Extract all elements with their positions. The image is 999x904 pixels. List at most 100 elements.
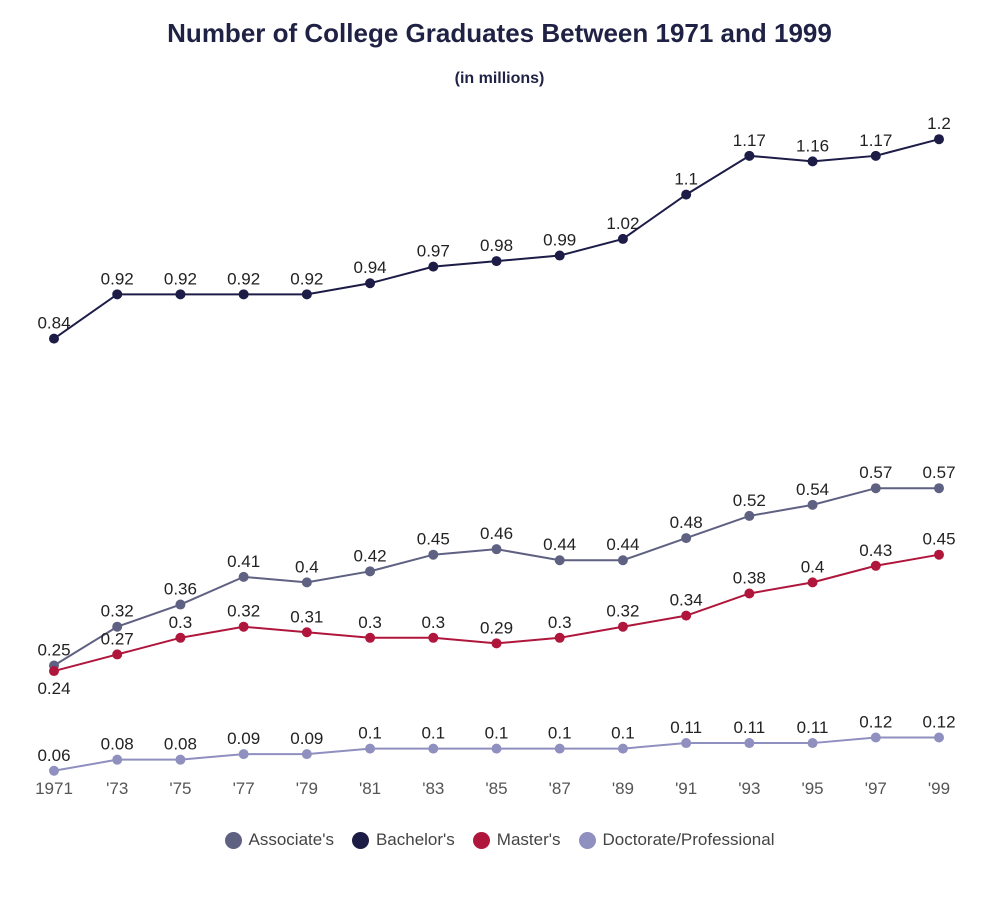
data-point-bachelor-s[interactable]: [807, 156, 818, 167]
data-point-doctorate-professional[interactable]: [491, 743, 502, 754]
data-point-bachelor-s[interactable]: [49, 333, 59, 344]
data-point-doctorate-professional[interactable]: [428, 743, 439, 754]
data-point-doctorate-professional[interactable]: [49, 765, 59, 776]
x-axis: 1971 '73 '75 '77 '79 '81 '83 '85 '87 '89 '91 '93 '95…: [35, 779, 950, 798]
data-label-doctorate-professional: 0.1: [358, 724, 382, 743]
data-label-bachelor-s: 0.92: [164, 269, 197, 288]
data-point-bachelor-s[interactable]: [744, 150, 755, 161]
data-label-associate-s: 0.36: [164, 580, 197, 599]
data-point-master-s[interactable]: [870, 560, 881, 571]
data-label-doctorate-professional: 0.09: [290, 729, 323, 748]
legend-item[interactable]: Doctorate/Professional: [578, 830, 775, 850]
legend-item[interactable]: Master's: [472, 830, 561, 850]
data-point-associate-s[interactable]: [870, 483, 881, 494]
data-point-associate-s[interactable]: [428, 549, 439, 560]
data-point-associate-s[interactable]: [934, 483, 944, 494]
data-point-master-s[interactable]: [491, 638, 502, 649]
data-label-doctorate-professional: 0.12: [859, 713, 892, 732]
data-label-doctorate-professional: 0.06: [37, 746, 70, 765]
legend-item[interactable]: Associate's: [224, 830, 334, 850]
data-label-doctorate-professional: 0.08: [101, 735, 134, 754]
data-point-associate-s[interactable]: [617, 555, 628, 566]
data-point-master-s[interactable]: [934, 549, 944, 560]
data-point-master-s[interactable]: [301, 627, 312, 638]
data-point-bachelor-s[interactable]: [870, 150, 881, 161]
data-point-bachelor-s[interactable]: [301, 289, 312, 300]
data-point-doctorate-professional[interactable]: [175, 754, 186, 765]
data-point-doctorate-professional[interactable]: [681, 738, 692, 749]
data-point-associate-s[interactable]: [112, 621, 123, 632]
x-tick-label: '93: [738, 779, 760, 798]
legend-swatch: [224, 831, 242, 849]
data-label-master-s: 0.38: [733, 568, 766, 587]
data-label-doctorate-professional: 0.12: [922, 713, 955, 732]
data-label-bachelor-s: 0.92: [227, 269, 260, 288]
data-point-associate-s[interactable]: [807, 499, 818, 510]
data-point-bachelor-s[interactable]: [428, 261, 439, 272]
data-label-associate-s: 0.57: [859, 463, 892, 482]
data-point-doctorate-professional[interactable]: [365, 743, 376, 754]
data-label-doctorate-professional: 0.11: [797, 718, 829, 737]
data-point-master-s[interactable]: [617, 621, 628, 632]
data-point-master-s[interactable]: [554, 632, 565, 643]
data-point-associate-s[interactable]: [744, 510, 755, 521]
data-point-doctorate-professional[interactable]: [554, 743, 565, 754]
data-point-bachelor-s[interactable]: [491, 256, 502, 267]
x-tick-label: '87: [549, 779, 571, 798]
x-tick-label: 1971: [35, 779, 73, 798]
chart-title: Number of College Graduates Between 1971…: [167, 18, 832, 48]
legend-label: Doctorate/Professional: [602, 830, 775, 849]
data-label-bachelor-s: 0.97: [417, 242, 450, 261]
data-label-bachelor-s: 1.17: [859, 131, 892, 150]
x-tick-label: '89: [612, 779, 634, 798]
data-label-master-s: 0.32: [227, 602, 260, 621]
data-point-master-s[interactable]: [49, 666, 59, 677]
data-point-bachelor-s[interactable]: [238, 289, 249, 300]
data-point-master-s[interactable]: [681, 610, 692, 621]
data-point-doctorate-professional[interactable]: [807, 738, 818, 749]
data-point-doctorate-professional[interactable]: [301, 749, 312, 760]
data-point-associate-s[interactable]: [238, 571, 249, 582]
data-point-associate-s[interactable]: [554, 555, 565, 566]
legend-label: Bachelor's: [375, 830, 455, 849]
legend-label: Master's: [496, 830, 561, 849]
data-point-doctorate-professional[interactable]: [112, 754, 123, 765]
data-point-master-s[interactable]: [744, 588, 755, 599]
data-label-bachelor-s: 1.16: [796, 136, 829, 155]
data-label-doctorate-professional: 0.1: [421, 724, 445, 743]
data-point-master-s[interactable]: [175, 632, 186, 643]
data-point-master-s[interactable]: [112, 649, 123, 660]
data-label-doctorate-professional: 0.1: [485, 724, 509, 743]
data-point-bachelor-s[interactable]: [554, 250, 565, 261]
legend-item[interactable]: Bachelor's: [351, 830, 455, 850]
data-point-bachelor-s[interactable]: [681, 189, 692, 200]
data-point-doctorate-professional[interactable]: [617, 743, 628, 754]
data-point-associate-s[interactable]: [681, 533, 692, 544]
data-point-master-s[interactable]: [365, 632, 376, 643]
x-tick-label: '97: [865, 779, 887, 798]
data-point-bachelor-s[interactable]: [934, 134, 944, 145]
data-point-master-s[interactable]: [428, 632, 439, 643]
data-point-doctorate-professional[interactable]: [238, 749, 249, 760]
legend-swatch: [472, 831, 490, 849]
data-label-bachelor-s: 0.94: [354, 258, 387, 277]
data-point-associate-s[interactable]: [301, 577, 312, 588]
data-point-doctorate-professional[interactable]: [934, 732, 944, 743]
data-point-associate-s[interactable]: [491, 544, 502, 555]
data-labels: 0.25 0.32 0.36 0.41 0.4 0.42 0.45 0.46 0.44 0.44 0…: [37, 114, 955, 765]
data-point-bachelor-s[interactable]: [175, 289, 186, 300]
data-point-associate-s[interactable]: [365, 566, 376, 577]
data-point-bachelor-s[interactable]: [112, 289, 123, 300]
data-point-bachelor-s[interactable]: [365, 278, 376, 289]
data-label-associate-s: 0.46: [480, 524, 513, 543]
data-point-master-s[interactable]: [807, 577, 818, 588]
data-point-master-s[interactable]: [238, 621, 249, 632]
data-point-doctorate-professional[interactable]: [870, 732, 881, 743]
data-point-bachelor-s[interactable]: [617, 233, 628, 244]
data-point-associate-s[interactable]: [175, 599, 186, 610]
data-label-master-s: 0.31: [290, 607, 323, 626]
data-point-doctorate-professional[interactable]: [744, 738, 755, 749]
data-label-bachelor-s: 1.02: [606, 214, 639, 233]
x-tick-label: '77: [233, 779, 255, 798]
data-label-master-s: 0.34: [670, 591, 703, 610]
